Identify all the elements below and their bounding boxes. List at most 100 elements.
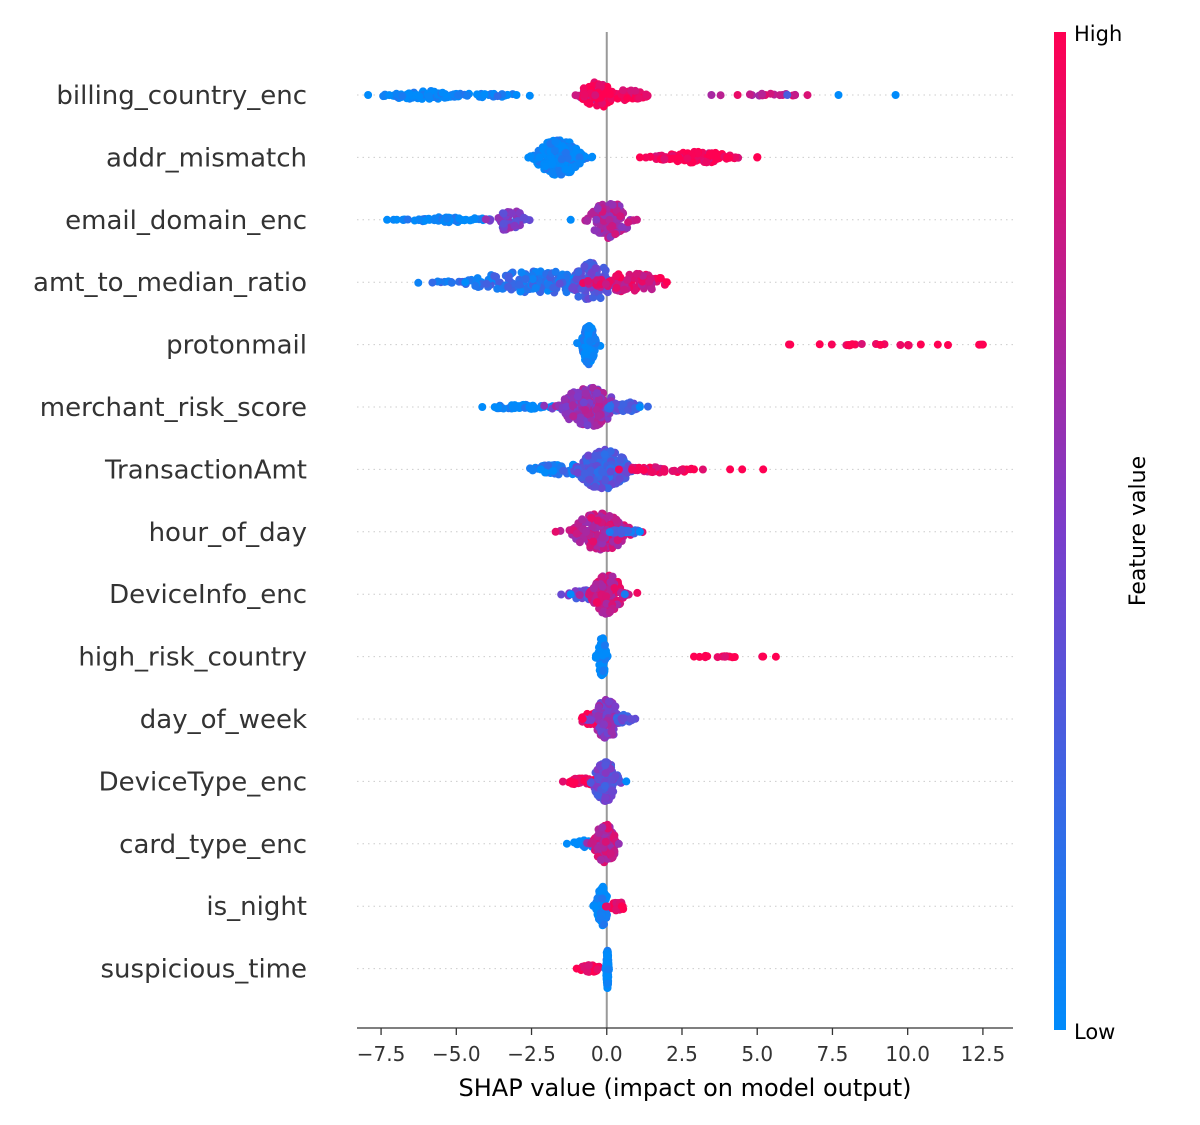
shap-point — [512, 91, 521, 99]
shap-point — [575, 159, 584, 168]
shap-point — [944, 341, 952, 349]
shap-point — [587, 839, 596, 848]
shap-point — [540, 401, 549, 410]
shap-point — [597, 573, 606, 582]
shap-point — [574, 268, 583, 276]
shap-point — [662, 278, 671, 287]
shap-point — [612, 206, 621, 215]
shap-point — [690, 652, 698, 661]
x-tick-label: 2.5 — [666, 1042, 698, 1066]
shap-point — [569, 283, 577, 292]
shap-point — [578, 515, 587, 524]
shap-point — [617, 902, 626, 911]
shap-point — [594, 711, 603, 720]
shap-point — [607, 727, 616, 736]
shap-point — [584, 961, 593, 970]
shap-point — [745, 90, 754, 99]
shap-point — [549, 467, 558, 476]
shap-point — [591, 482, 600, 491]
shap-point — [815, 340, 824, 349]
shap-point — [595, 395, 603, 404]
shap-point — [568, 401, 577, 410]
shap-point — [604, 965, 613, 974]
shap-point — [618, 223, 626, 232]
shap-point — [706, 151, 715, 160]
shap-point — [594, 774, 603, 783]
shap-point — [392, 215, 401, 224]
shap-point — [548, 160, 557, 169]
shap-point — [827, 340, 836, 349]
shap-point — [572, 529, 581, 538]
shap-point — [587, 153, 596, 162]
shap-point — [599, 667, 607, 676]
shap-point — [731, 153, 740, 162]
shap-point — [723, 153, 732, 162]
shap-point — [613, 536, 622, 545]
shap-point — [597, 635, 606, 644]
shap-point — [606, 578, 615, 587]
shap-point — [618, 400, 627, 409]
shap-point — [600, 641, 609, 650]
shap-point — [622, 777, 631, 786]
shap-point — [713, 653, 722, 662]
shap-point — [670, 466, 679, 475]
shap-point — [424, 92, 433, 101]
shap-point — [593, 516, 602, 525]
shap-point — [635, 403, 644, 411]
shap-point — [555, 279, 564, 288]
shap-point — [573, 468, 582, 477]
shap-point — [726, 465, 735, 474]
shap-point — [783, 91, 792, 99]
shap-point — [604, 697, 613, 706]
shap-point — [591, 651, 600, 660]
shap-point — [635, 527, 644, 536]
shap-point — [656, 274, 665, 283]
shap-point — [916, 340, 925, 349]
shap-point — [575, 153, 584, 162]
shap-point — [632, 215, 641, 224]
shap-point — [581, 469, 589, 478]
shap-point — [578, 715, 587, 723]
shap-point — [612, 272, 621, 281]
shap-point — [541, 162, 550, 171]
shap-point — [593, 389, 602, 398]
shap-point — [587, 513, 596, 522]
shap-point — [463, 91, 472, 100]
shap-point — [515, 280, 524, 289]
shap-point — [612, 283, 621, 292]
shap-point — [623, 275, 632, 284]
shap-point — [593, 204, 602, 213]
shap-point — [525, 91, 534, 100]
shap-point — [581, 389, 590, 398]
shap-point — [428, 278, 437, 287]
shap-point — [504, 282, 512, 291]
feature-row-protonmail — [573, 322, 987, 369]
shap-point — [598, 894, 607, 903]
shap-point — [606, 849, 615, 858]
feature-label: billing_country_enc — [56, 81, 307, 111]
shap-point — [641, 153, 650, 162]
shap-point — [600, 450, 609, 459]
x-tick-label: 5.0 — [741, 1042, 773, 1066]
shap-point — [642, 90, 651, 99]
shap-point — [639, 271, 647, 280]
shap-point — [660, 155, 669, 163]
feature-row-is_night — [589, 882, 628, 930]
shap-point — [771, 652, 780, 661]
feature-row-billing_country_enc — [364, 78, 900, 111]
shap-point — [587, 716, 596, 725]
shap-point — [557, 155, 566, 164]
shap-point — [607, 775, 616, 784]
feature-row-amt_to_median_ratio — [414, 258, 671, 303]
shap-point — [598, 533, 607, 542]
x-tick-label: 10.0 — [885, 1042, 930, 1066]
shap-point — [573, 392, 582, 401]
shap-point — [876, 340, 885, 349]
feature-label: DeviceType_enc — [99, 767, 307, 797]
shap-point — [414, 215, 423, 224]
shap-point — [584, 451, 593, 460]
shap-point — [572, 839, 581, 848]
shap-point — [606, 447, 615, 456]
shap-point — [582, 528, 590, 537]
shap-point — [619, 714, 628, 723]
